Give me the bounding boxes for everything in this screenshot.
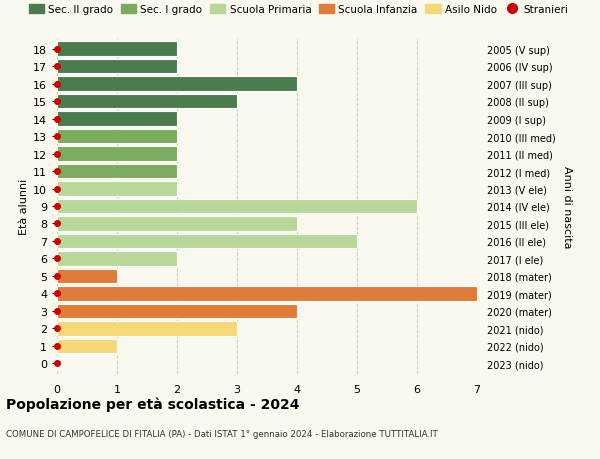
Bar xyxy=(57,304,297,319)
Bar xyxy=(57,339,117,353)
Bar xyxy=(57,199,417,214)
Bar xyxy=(57,60,177,74)
Bar xyxy=(57,77,297,91)
Y-axis label: Anni di nascita: Anni di nascita xyxy=(562,165,572,248)
Bar xyxy=(57,42,177,56)
Bar xyxy=(57,252,177,266)
Bar xyxy=(57,129,177,144)
Bar xyxy=(57,234,357,249)
Bar xyxy=(57,217,297,231)
Bar xyxy=(57,112,177,126)
Bar xyxy=(57,95,237,109)
Y-axis label: Età alunni: Età alunni xyxy=(19,179,29,235)
Bar xyxy=(57,269,117,284)
Bar xyxy=(57,164,177,179)
Bar xyxy=(57,287,477,301)
Legend: Sec. II grado, Sec. I grado, Scuola Primaria, Scuola Infanzia, Asilo Nido, Stran: Sec. II grado, Sec. I grado, Scuola Prim… xyxy=(25,0,573,19)
Bar xyxy=(57,147,177,162)
Bar xyxy=(57,182,177,196)
Bar xyxy=(57,322,237,336)
Text: COMUNE DI CAMPOFELICE DI FITALIA (PA) - Dati ISTAT 1° gennaio 2024 - Elaborazion: COMUNE DI CAMPOFELICE DI FITALIA (PA) - … xyxy=(6,429,438,438)
Text: Popolazione per età scolastica - 2024: Popolazione per età scolastica - 2024 xyxy=(6,397,299,412)
